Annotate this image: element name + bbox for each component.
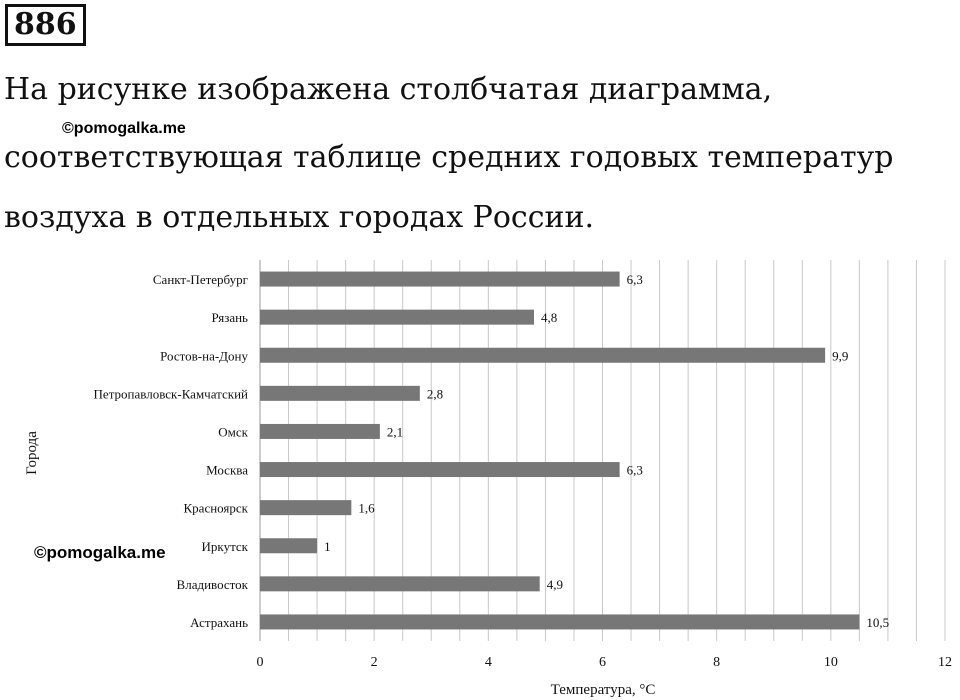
bar bbox=[260, 347, 826, 363]
data-label: 6,3 bbox=[627, 463, 643, 478]
bars bbox=[260, 271, 860, 630]
watermark: ©pomogalka.me bbox=[34, 543, 166, 562]
data-label: 6,3 bbox=[627, 272, 643, 287]
category-label: Москва bbox=[206, 463, 248, 478]
problem-text-line-1: На рисунке изображена столбчатая диаграм… bbox=[4, 72, 773, 107]
problem-number: 886 bbox=[5, 4, 86, 46]
problem-text-line-3: воздуха в отдельных городах России. bbox=[4, 200, 595, 235]
category-label: Рязань bbox=[211, 310, 248, 325]
value-labels: 6,3 4,8 9,9 2,8 2,1 6,3 1,6 1 4,9 10,5 bbox=[324, 272, 889, 630]
data-label: 2,8 bbox=[427, 386, 443, 401]
bar bbox=[260, 538, 318, 554]
bar bbox=[260, 385, 420, 401]
data-label: 4,9 bbox=[547, 577, 563, 592]
problem-text-line-2: соответствующая таблице средних годовых … bbox=[4, 140, 894, 175]
bar bbox=[260, 500, 352, 516]
y-axis-title: Города bbox=[24, 431, 40, 475]
bar bbox=[260, 423, 380, 439]
category-label: Владивосток bbox=[177, 577, 249, 592]
bar bbox=[260, 614, 860, 630]
category-label: Омск bbox=[218, 424, 248, 439]
category-label: Иркутск bbox=[202, 539, 249, 554]
x-axis-title: Температура, °С bbox=[551, 682, 656, 698]
x-tick-label: 12 bbox=[938, 655, 952, 670]
data-label: 1 bbox=[324, 539, 331, 554]
x-tick-labels: 0 2 4 6 8 10 12 bbox=[257, 655, 953, 670]
x-tick-label: 2 bbox=[371, 655, 378, 670]
data-label: 9,9 bbox=[832, 348, 848, 363]
x-tick-label: 0 bbox=[257, 655, 264, 670]
data-label: 1,6 bbox=[358, 501, 375, 516]
category-label: Астрахань bbox=[190, 615, 248, 630]
x-tick-label: 6 bbox=[599, 655, 606, 670]
category-label: Санкт-Петербург bbox=[153, 272, 248, 287]
bar bbox=[260, 309, 534, 325]
bar bbox=[260, 462, 620, 478]
watermark: ©pomogalka.me bbox=[62, 120, 186, 137]
data-label: 10,5 bbox=[866, 615, 889, 630]
data-label: 4,8 bbox=[541, 310, 557, 325]
bar bbox=[260, 271, 620, 287]
x-tick-label: 10 bbox=[824, 655, 838, 670]
category-labels: Санкт-Петербург Рязань Ростов-на-Дону Петро… bbox=[94, 272, 249, 630]
category-label: Петропавловск-Камчатский bbox=[94, 386, 249, 401]
bar bbox=[260, 576, 540, 592]
data-label: 2,1 bbox=[387, 424, 403, 439]
x-tick-label: 8 bbox=[713, 655, 720, 670]
category-label: Ростов-на-Дону bbox=[160, 348, 248, 363]
x-tick-label: 4 bbox=[485, 655, 492, 670]
category-label: Красноярск bbox=[184, 501, 249, 516]
